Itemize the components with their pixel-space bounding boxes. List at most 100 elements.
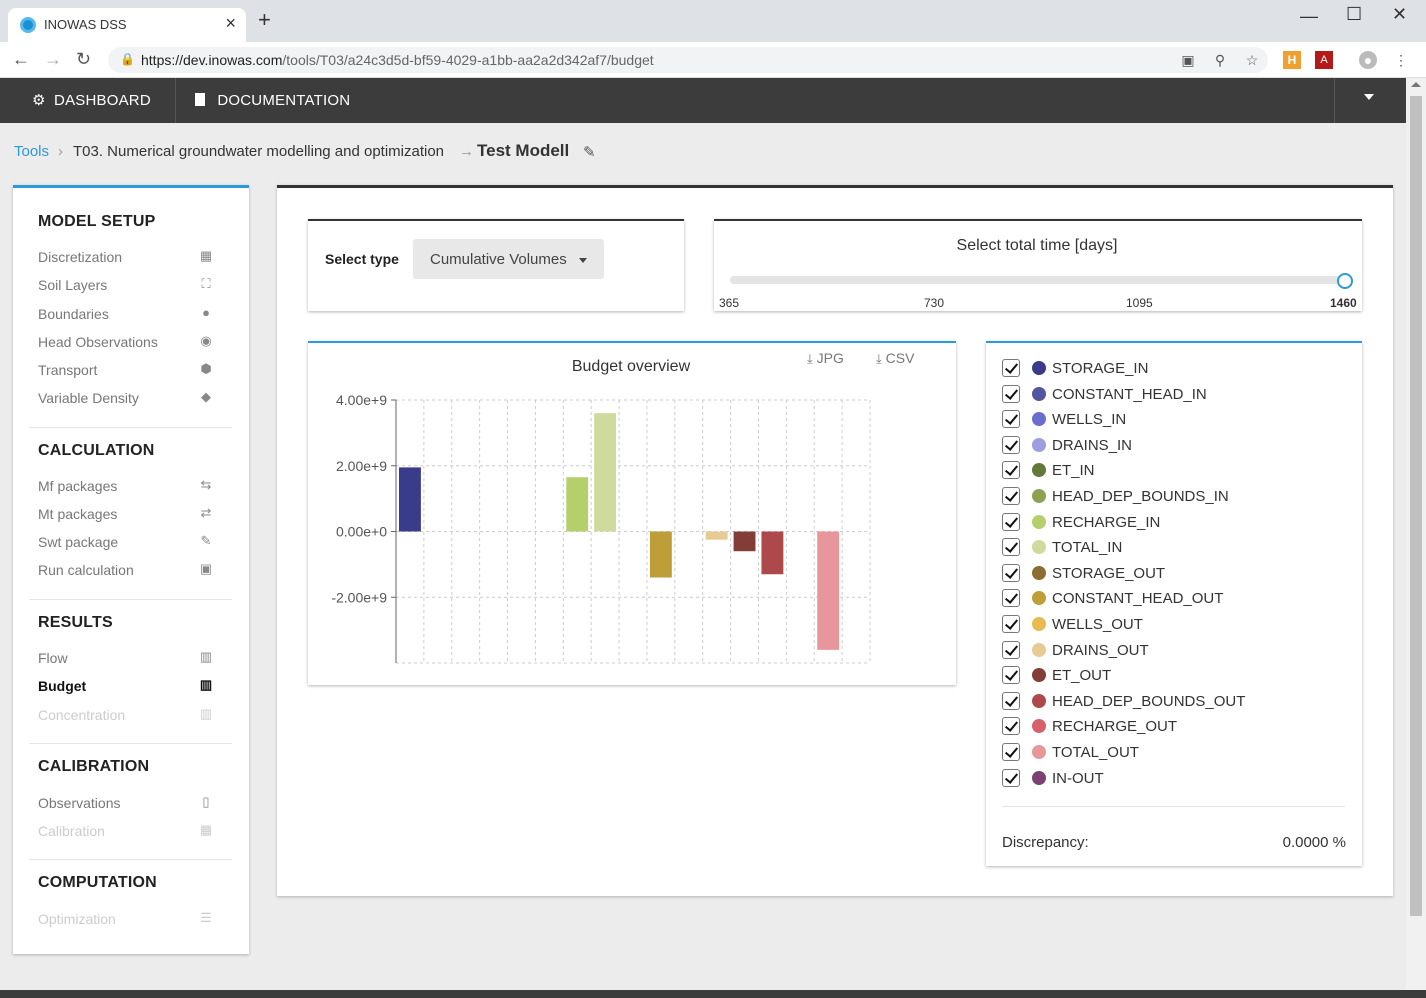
legend-checkbox[interactable] bbox=[1002, 359, 1020, 377]
select-type-dropdown[interactable]: Cumulative Volumes bbox=[413, 239, 604, 279]
breadcrumb-tools[interactable]: Tools bbox=[14, 143, 50, 160]
legend-label: STORAGE_IN bbox=[1052, 360, 1149, 377]
maximize-icon[interactable]: ☐ bbox=[1346, 4, 1363, 24]
legend-item-recharge-out[interactable]: RECHARGE_OUT bbox=[1002, 715, 1302, 737]
window-close-icon[interactable]: ✕ bbox=[1392, 4, 1408, 24]
sidebar-item-observations[interactable]: Observations ▯ bbox=[38, 792, 218, 814]
legend-item-head-dep-bounds-in[interactable]: HEAD_DEP_BOUNDS_IN bbox=[1002, 485, 1302, 507]
time-slider-handle[interactable] bbox=[1337, 273, 1353, 289]
legend-checkbox[interactable] bbox=[1002, 691, 1020, 710]
sidebar-item-boundaries[interactable]: Boundaries ● bbox=[38, 303, 218, 325]
legend-checkbox[interactable] bbox=[1002, 435, 1020, 454]
legend-label: RECHARGE_OUT bbox=[1052, 718, 1178, 736]
legend-item-in-out[interactable]: IN-OUT bbox=[1002, 767, 1302, 789]
legend-label: IN-OUT bbox=[1052, 769, 1104, 787]
legend-checkbox[interactable] bbox=[1002, 384, 1020, 403]
legend-item-constant-head-in[interactable]: CONSTANT_HEAD_IN bbox=[1002, 383, 1302, 405]
nav-dashboard[interactable]: ⚙ DASHBOARD bbox=[32, 78, 151, 123]
sidebar-item-budget[interactable]: Budget ▥ bbox=[38, 677, 213, 694]
legend-item-total-out[interactable]: TOTAL_OUT bbox=[1002, 741, 1302, 763]
time-select-title: Select total time [days] bbox=[956, 237, 1118, 254]
legend-item-recharge-in[interactable]: RECHARGE_IN bbox=[1002, 511, 1302, 533]
legend-checkbox[interactable] bbox=[1002, 640, 1020, 659]
legend-item-et-in[interactable]: ET_IN bbox=[1002, 459, 1302, 481]
edit-pencil-icon[interactable]: ✎ bbox=[583, 144, 596, 161]
legend-color-dot bbox=[1032, 565, 1046, 580]
legend-checkbox[interactable] bbox=[1002, 743, 1020, 761]
sidebar-item-optimization[interactable]: Optimization ☰ bbox=[38, 908, 218, 930]
retweet-icon: ⇆ bbox=[200, 477, 212, 492]
menu-kebab-icon[interactable]: ⋮ bbox=[1394, 52, 1408, 68]
zoom-icon[interactable]: ⚲ bbox=[1214, 52, 1226, 68]
legend-checkbox[interactable] bbox=[1002, 487, 1020, 505]
page-scrollbar[interactable] bbox=[1406, 78, 1426, 990]
sidebar-item-transport[interactable]: Transport ⬢ bbox=[38, 359, 218, 381]
legend-item-head-dep-bounds-out[interactable]: HEAD_DEP_BOUNDS_OUT bbox=[1002, 690, 1302, 712]
sidebar-item-mt-packages[interactable]: Mt packages ⇄ bbox=[38, 503, 218, 525]
legend-checkbox[interactable] bbox=[1002, 615, 1020, 633]
legend-item-et-out[interactable]: ET_OUT bbox=[1002, 664, 1302, 686]
sidebar-item-flow[interactable]: Flow ▥ bbox=[38, 649, 213, 666]
browser-tab[interactable]: INOWAS DSS × bbox=[8, 8, 246, 42]
url-text: https://dev.inowas.com/tools/T03/a24c3d5… bbox=[141, 52, 654, 68]
sidebar-item-discretization[interactable]: Discretization ▦ bbox=[38, 248, 213, 265]
legend-color-dot bbox=[1032, 719, 1046, 734]
y-tick-label: 4.00e+9 bbox=[336, 392, 387, 408]
bookmark-star-icon[interactable]: ☆ bbox=[1245, 52, 1259, 68]
nav-documentation[interactable]: DOCUMENTATION bbox=[195, 78, 350, 123]
forward-icon[interactable]: → bbox=[44, 49, 62, 69]
scroll-up-arrow-icon[interactable] bbox=[1411, 82, 1421, 87]
breadcrumb-tool[interactable]: T03. Numerical groundwater modelling and… bbox=[73, 143, 445, 160]
legend-checkbox[interactable] bbox=[1002, 666, 1020, 685]
legend-item-storage-out[interactable]: STORAGE_OUT bbox=[1002, 562, 1302, 584]
legend-item-wells-out[interactable]: WELLS_OUT bbox=[1002, 613, 1302, 635]
download-jpg-button[interactable]: ⤓ JPG bbox=[807, 350, 844, 366]
sidebar-item-variable-density[interactable]: Variable Density ◆ bbox=[38, 387, 218, 409]
legend-item-drains-out[interactable]: DRAINS_OUT bbox=[1002, 639, 1302, 661]
translate-icon[interactable]: ▣ bbox=[1181, 52, 1195, 68]
legend-color-dot bbox=[1032, 361, 1046, 375]
reload-icon[interactable]: ↻ bbox=[76, 49, 92, 69]
legend-item-drains-in[interactable]: DRAINS_IN bbox=[1002, 434, 1302, 456]
sidebar-item-soil-layers[interactable]: Soil Layers ⛶ bbox=[38, 274, 218, 296]
minimize-icon[interactable]: — bbox=[1300, 6, 1318, 26]
legend-checkbox[interactable] bbox=[1002, 512, 1020, 531]
download-csv-button[interactable]: ⤓ CSV bbox=[876, 350, 915, 366]
legend-checkbox[interactable] bbox=[1002, 410, 1020, 429]
scroll-thumb[interactable] bbox=[1410, 96, 1422, 916]
sidebar-item-concentration[interactable]: Concentration ▥ bbox=[38, 706, 213, 723]
legend-checkbox[interactable] bbox=[1002, 563, 1020, 582]
pdf-extension-icon[interactable]: A bbox=[1315, 51, 1333, 69]
bar-chart-icon: ▥ bbox=[199, 649, 213, 664]
legend-label: TOTAL_OUT bbox=[1052, 744, 1139, 761]
extension-h-icon[interactable]: H bbox=[1283, 51, 1301, 69]
sidebar-item-run-calculation[interactable]: Run calculation ▣ bbox=[38, 561, 213, 578]
new-tab-icon[interactable]: + bbox=[258, 7, 271, 32]
sidebar-item-head-observations[interactable]: Head Observations ◉ bbox=[38, 331, 218, 353]
sidebar-item-swt-package[interactable]: Swt package ✎ bbox=[38, 531, 218, 553]
legend-checkbox[interactable] bbox=[1002, 538, 1020, 557]
legend-checkbox[interactable] bbox=[1002, 717, 1020, 736]
section-calculation: CALCULATION bbox=[38, 442, 155, 459]
address-bar[interactable]: 🔒 https://dev.inowas.com/tools/T03/a24c3… bbox=[108, 47, 1268, 73]
nav-dashboard-label: DASHBOARD bbox=[54, 92, 151, 109]
legend-checkbox[interactable] bbox=[1002, 768, 1020, 787]
legend-checkbox[interactable] bbox=[1002, 589, 1020, 608]
legend-checkbox[interactable] bbox=[1002, 461, 1020, 480]
diamond-icon: ◆ bbox=[201, 389, 211, 404]
time-slider-track[interactable] bbox=[730, 276, 1344, 284]
profile-avatar-icon[interactable]: ● bbox=[1359, 51, 1377, 69]
legend-item-total-in[interactable]: TOTAL_IN bbox=[1002, 536, 1302, 558]
back-icon[interactable]: ← bbox=[12, 49, 30, 69]
close-tab-icon[interactable]: × bbox=[225, 13, 236, 33]
sidebar-item-mf-packages[interactable]: Mf packages ⇆ bbox=[38, 475, 218, 497]
sidebar-divider bbox=[29, 427, 232, 428]
budget-bar-chart: 4.00e+9 2.00e+9 0.00e+0 -2.00e+9 bbox=[331, 392, 871, 664]
expand-icon: ⛶ bbox=[201, 276, 211, 291]
legend-color-dot bbox=[1032, 617, 1046, 631]
legend-item-constant-head-out[interactable]: CONSTANT_HEAD_OUT bbox=[1002, 587, 1302, 609]
user-dropdown-caret-icon[interactable] bbox=[1364, 94, 1374, 100]
legend-item-wells-in[interactable]: WELLS_IN bbox=[1002, 408, 1302, 430]
legend-item-storage-in[interactable]: STORAGE_IN bbox=[1002, 357, 1302, 379]
sidebar-item-calibration[interactable]: Calibration ▦ bbox=[38, 822, 213, 839]
